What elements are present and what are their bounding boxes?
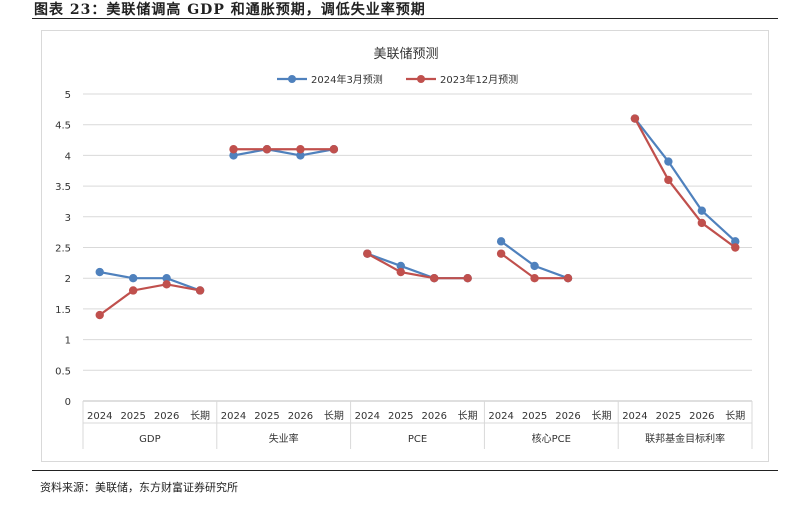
- y-tick-label: 2.5: [55, 244, 71, 255]
- data-point: [496, 249, 506, 258]
- x-tick-label: 2024: [622, 411, 647, 422]
- x-group-label: PCE: [408, 434, 427, 445]
- x-tick-label: 长期: [458, 410, 478, 422]
- x-tick-label: 2026: [421, 411, 446, 422]
- x-tick-label: 2026: [154, 411, 179, 422]
- y-tick-label: 4.5: [55, 121, 71, 132]
- x-tick-label: 2026: [689, 411, 714, 422]
- series-line: [99, 283, 201, 316]
- x-tick-label: 长期: [324, 410, 344, 422]
- legend-marker: [288, 75, 296, 83]
- data-point: [664, 175, 673, 185]
- series-line: [366, 252, 468, 280]
- x-group-label: GDP: [139, 434, 160, 445]
- data-point: [296, 145, 305, 154]
- y-tick-label: 5: [65, 90, 71, 101]
- plot-area: [95, 114, 740, 320]
- x-tick-label: 2026: [555, 411, 580, 422]
- x-tick-label: 长期: [591, 410, 611, 422]
- source-note: 资料来源：美联储，东方财富证券研究所: [40, 481, 238, 494]
- y-tick-label: 3: [65, 213, 71, 224]
- data-point: [162, 280, 171, 289]
- x-group-label: 联邦基金目标利率: [645, 432, 725, 445]
- data-point: [95, 310, 104, 320]
- data-point: [396, 267, 405, 277]
- legend: 2024年3月预测 2023年12月预测: [277, 73, 518, 86]
- data-point: [463, 274, 472, 283]
- y-axis: 0 0.5 1 1.5 2 2.5 3 3.5 4 4.5 5: [55, 90, 71, 408]
- data-point: [664, 157, 673, 166]
- data-point: [731, 237, 740, 246]
- data-point: [697, 206, 707, 215]
- legend-label: 2024年3月预测: [311, 73, 383, 86]
- x-tick-label: 2025: [388, 411, 413, 422]
- data-point: [396, 261, 405, 271]
- y-tick-label: 0: [65, 397, 71, 408]
- y-tick-label: 2: [65, 274, 71, 285]
- y-tick-label: 0.5: [55, 366, 71, 377]
- grid-lines: [83, 93, 752, 371]
- data-point: [128, 274, 138, 283]
- data-point: [697, 218, 707, 228]
- data-point: [162, 274, 171, 283]
- y-tick-label: 1.5: [55, 305, 71, 316]
- legend-label: 2023年12月预测: [440, 73, 518, 86]
- chart-frame: 美联储预测 2024年3月预测 2023年12月预测 0 0.5 1 1.5 2 2.5 3 3…: [41, 30, 769, 462]
- data-point: [530, 274, 539, 283]
- data-point: [329, 145, 339, 154]
- y-tick-label: 3.5: [55, 182, 71, 193]
- x-tick-label: 2026: [288, 411, 313, 422]
- series-line: [233, 148, 335, 157]
- x-tick-label: 2024: [221, 411, 246, 422]
- chart-title: 美联储预测: [373, 47, 438, 62]
- title-divider: [32, 18, 778, 19]
- data-point: [195, 286, 205, 295]
- data-point: [496, 237, 506, 246]
- source-divider: [32, 470, 778, 471]
- line-chart: 美联储预测 2024年3月预测 2023年12月预测 0 0.5 1 1.5 2 2.5 3 3…: [55, 47, 753, 449]
- data-point: [95, 267, 104, 277]
- data-point: [296, 151, 305, 160]
- x-tick-label: 2025: [656, 411, 681, 422]
- series-line: [99, 270, 201, 292]
- data-point: [630, 114, 640, 123]
- x-tick-label: 2024: [355, 411, 380, 422]
- x-tick-label: 2025: [120, 411, 145, 422]
- data-point: [563, 274, 573, 283]
- data-point: [229, 151, 238, 160]
- x-group-label: 失业率: [269, 432, 299, 445]
- data-point: [430, 274, 439, 283]
- data-point: [262, 145, 272, 154]
- data-point: [731, 243, 740, 252]
- data-point: [363, 249, 372, 258]
- x-tick-label: 2024: [488, 411, 513, 422]
- x-group-label: 核心PCE: [532, 432, 571, 445]
- data-point: [128, 286, 138, 295]
- x-tick-label: 长期: [190, 410, 210, 422]
- x-tick-label: 2025: [522, 411, 547, 422]
- figure-title: 图表 23：美联储调高 GDP 和通胀预期，调低失业率预期: [34, 2, 426, 18]
- series-line: [633, 118, 736, 249]
- data-point: [530, 261, 539, 271]
- x-tick-label: 长期: [725, 410, 745, 422]
- x-tick-label: 2025: [254, 411, 279, 422]
- series-line: [634, 117, 737, 243]
- y-tick-label: 1: [65, 336, 71, 347]
- x-tick-label: 2024: [87, 411, 112, 422]
- legend-marker: [417, 75, 425, 83]
- data-point: [229, 145, 238, 154]
- y-tick-label: 4: [65, 151, 71, 162]
